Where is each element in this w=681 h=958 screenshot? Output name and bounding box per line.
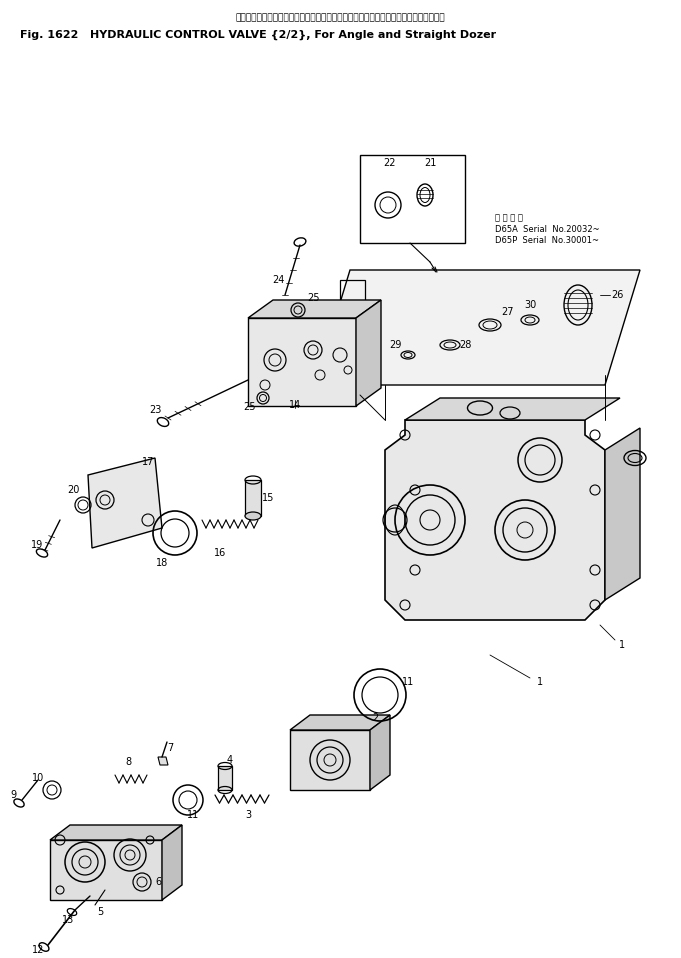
Text: D65A  Serial  No.20032~: D65A Serial No.20032~ [495,224,600,234]
Polygon shape [385,420,605,620]
Text: 17: 17 [142,457,154,467]
Polygon shape [50,840,162,900]
Text: 30: 30 [524,300,536,310]
Text: 6: 6 [155,877,161,887]
Text: Fig. 1622   HYDRAULIC CONTROL VALVE {2/2}, For Angle and Straight Dozer: Fig. 1622 HYDRAULIC CONTROL VALVE {2/2},… [20,30,496,40]
Text: 22: 22 [384,158,396,168]
Polygon shape [356,300,381,406]
Text: 10: 10 [32,773,44,783]
Text: 8: 8 [125,757,131,767]
Polygon shape [370,715,390,790]
Text: 9: 9 [10,790,16,800]
Text: 1: 1 [537,677,543,687]
Text: 1: 1 [619,640,625,650]
Text: 14: 14 [289,400,301,410]
Text: 24: 24 [272,275,284,285]
Text: 25: 25 [244,402,256,412]
Polygon shape [162,825,182,900]
Text: 2: 2 [372,713,378,723]
Text: 15: 15 [262,493,274,503]
Text: 3: 3 [245,810,251,820]
Polygon shape [248,300,381,318]
Text: 25: 25 [306,293,319,303]
Polygon shape [218,766,232,790]
Text: 7: 7 [167,743,173,753]
Polygon shape [405,398,620,420]
Text: 11: 11 [187,810,199,820]
Text: 13: 13 [62,915,74,925]
Polygon shape [158,757,168,765]
Text: 18: 18 [156,558,168,568]
Polygon shape [248,318,356,406]
Text: 28: 28 [459,340,471,350]
Bar [340,280,365,310]
Polygon shape [50,825,182,840]
Text: D65P  Serial  No.30001~: D65P Serial No.30001~ [495,236,599,244]
Polygon shape [88,458,162,548]
Text: 20: 20 [67,485,79,495]
Text: ハイドロリック　コントロール　バルブ　　アングル　および　ストレート　ドーザ用: ハイドロリック コントロール バルブ アングル および ストレート ドーザ用 [235,13,445,22]
Polygon shape [315,270,640,385]
Polygon shape [245,480,261,516]
Text: 5: 5 [97,907,103,917]
Text: 適 用 番 数: 適 用 番 数 [495,214,523,222]
Text: 16: 16 [214,548,226,558]
Text: 21: 21 [424,158,437,168]
Text: 23: 23 [149,405,161,415]
Text: 19: 19 [31,540,43,550]
Bar [360,155,465,243]
Text: 27: 27 [502,307,514,317]
Text: 29: 29 [389,340,401,350]
Text: 12: 12 [32,945,44,955]
Polygon shape [290,715,390,730]
Polygon shape [290,730,370,790]
Polygon shape [605,428,640,600]
Text: 11: 11 [402,677,414,687]
Ellipse shape [245,512,261,520]
Text: 4: 4 [227,755,233,765]
Text: 26: 26 [611,290,623,300]
